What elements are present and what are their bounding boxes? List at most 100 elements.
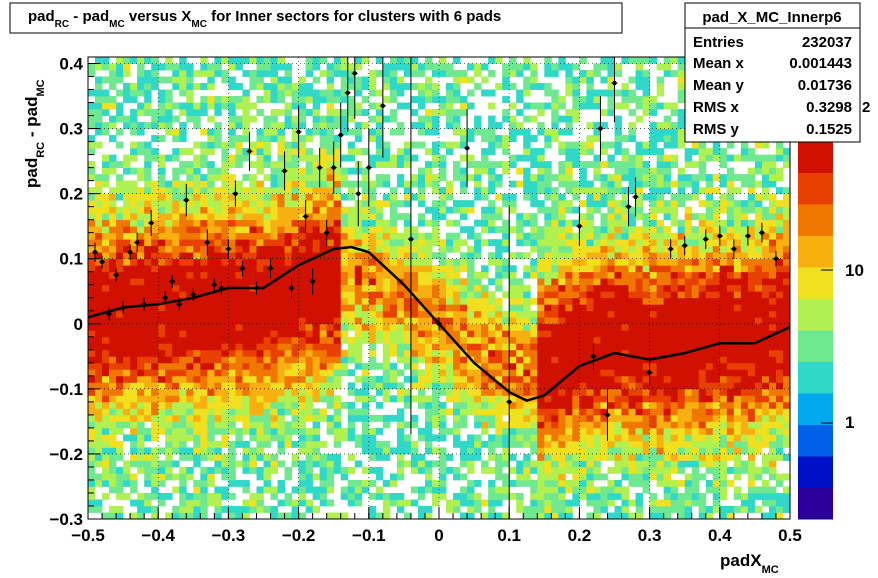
heatmap-cell	[642, 440, 650, 448]
heatmap-cell	[354, 297, 363, 305]
heatmap-cell	[621, 336, 629, 344]
heatmap-cell	[382, 388, 391, 396]
heatmap-cell	[389, 219, 398, 227]
heatmap-cell	[516, 284, 524, 292]
heatmap-cell	[214, 63, 222, 71]
heatmap-cell	[263, 115, 271, 123]
heatmap-cell	[305, 336, 314, 344]
heatmap-cell	[158, 76, 166, 84]
heatmap-cell	[614, 434, 622, 442]
heatmap-cell	[621, 96, 629, 103]
heatmap-cell	[326, 219, 335, 227]
heatmap-cell	[95, 317, 103, 325]
heatmap-cell	[635, 239, 643, 247]
heatmap-cell	[670, 245, 679, 253]
heatmap-cell	[95, 174, 103, 182]
heatmap-cell	[460, 258, 468, 266]
heatmap-cell	[460, 395, 468, 403]
heatmap-cell	[116, 453, 124, 461]
heatmap-cell	[270, 414, 278, 422]
heatmap-cell	[467, 63, 475, 71]
heatmap-cell	[228, 310, 236, 318]
heatmap-cell	[382, 356, 391, 364]
heatmap-cell	[516, 505, 524, 513]
heatmap-cell	[270, 232, 278, 240]
heatmap-cell	[270, 317, 278, 325]
heatmap-cell	[530, 187, 538, 195]
heatmap-cell	[277, 128, 285, 136]
heatmap-cell	[179, 200, 187, 208]
heatmap-cell	[361, 278, 370, 286]
heatmap-cell	[137, 70, 145, 77]
heatmap-cell	[593, 174, 601, 182]
heatmap-cell	[151, 421, 159, 429]
heatmap-cell	[537, 401, 545, 409]
heatmap-cell	[249, 102, 257, 110]
heatmap-cell	[403, 83, 412, 90]
heatmap-cell	[551, 499, 559, 507]
heatmap-cell	[544, 447, 552, 455]
heatmap-cell	[677, 89, 686, 97]
heatmap-cell	[586, 122, 594, 129]
heatmap-cell	[607, 291, 615, 299]
heatmap-cell	[333, 278, 342, 286]
heatmap-cell	[495, 375, 503, 383]
heatmap-cell	[558, 219, 566, 227]
heatmap-cell	[558, 427, 566, 435]
heatmap-cell	[298, 304, 307, 312]
heatmap-cell	[291, 128, 299, 136]
heatmap-cell	[305, 369, 314, 377]
heatmap-cell	[214, 460, 222, 468]
heatmap-cell	[558, 206, 566, 214]
heatmap-cell	[523, 395, 531, 403]
heatmap-cell	[172, 388, 180, 396]
heatmap-cell	[558, 349, 566, 357]
heatmap-cell	[95, 323, 103, 331]
heatmap-cell	[305, 362, 314, 370]
heatmap-cell	[628, 382, 636, 390]
heatmap-cell	[137, 57, 145, 64]
heatmap-cell	[347, 252, 356, 260]
heatmap-cell	[291, 336, 299, 344]
heatmap-cell	[109, 388, 117, 396]
heatmap-cell	[446, 427, 454, 435]
heatmap-cell	[340, 252, 349, 260]
heatmap-cell	[565, 76, 573, 84]
heatmap-cell	[558, 115, 566, 123]
heatmap-cell	[368, 278, 377, 286]
heatmap-cell	[502, 453, 510, 461]
heatmap-cell	[614, 401, 622, 409]
heatmap-cell	[424, 362, 433, 370]
heatmap-cell	[467, 460, 475, 468]
heatmap-cell	[361, 388, 370, 396]
heatmap-cell	[670, 395, 679, 403]
heatmap-cell	[130, 336, 138, 344]
heatmap-cell	[165, 421, 173, 429]
heatmap-cell	[551, 187, 559, 195]
heatmap-cell	[502, 161, 510, 169]
heatmap-cell	[656, 239, 665, 247]
heatmap-cell	[558, 297, 566, 305]
heatmap-cell	[544, 284, 552, 292]
heatmap-cell	[326, 369, 335, 377]
heatmap-cell	[172, 102, 180, 110]
heatmap-cell	[572, 161, 580, 169]
heatmap-cell	[116, 375, 124, 383]
heatmap-cell	[354, 323, 363, 331]
heatmap-cell	[88, 336, 96, 344]
heatmap-cell	[116, 382, 124, 390]
heatmap-cell	[607, 369, 615, 377]
heatmap-cell	[270, 401, 278, 409]
heatmap-cell	[537, 330, 545, 338]
heatmap-cell	[333, 200, 342, 208]
heatmap-cell	[200, 219, 208, 227]
heatmap-cell	[684, 310, 693, 318]
heatmap-cell	[214, 453, 222, 461]
heatmap-cell	[235, 180, 243, 188]
heatmap-cell	[312, 460, 321, 468]
heatmap-cell	[186, 505, 194, 513]
heatmap-cell	[221, 193, 229, 201]
heatmap-cell	[165, 284, 173, 292]
heatmap-cell	[200, 336, 208, 344]
heatmap-cell	[165, 375, 173, 383]
